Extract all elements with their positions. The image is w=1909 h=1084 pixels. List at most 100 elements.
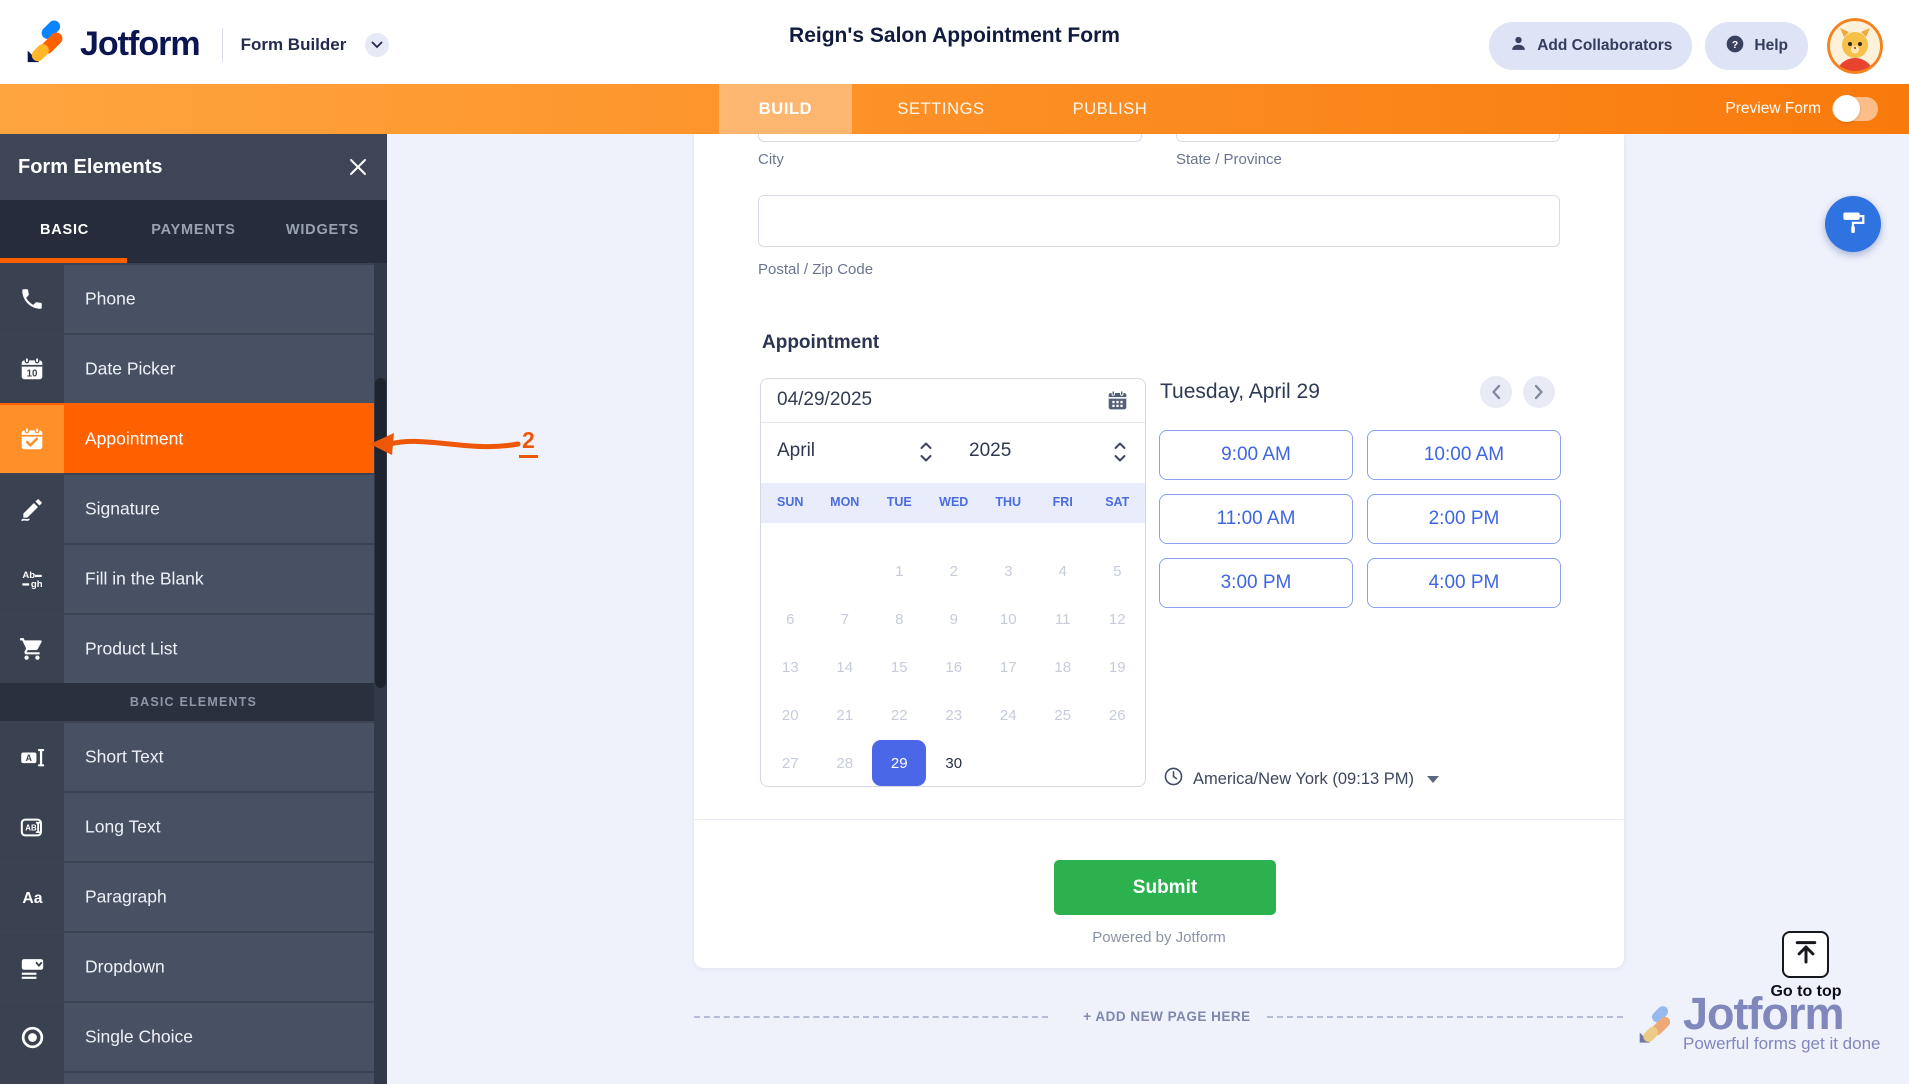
short-text-icon: A <box>0 723 64 791</box>
sidebar-item-signature[interactable]: Signature <box>0 473 387 543</box>
clock-icon <box>1163 766 1184 792</box>
app-switcher-chevron-icon[interactable] <box>365 32 390 57</box>
basic-elements-section-label: BASIC ELEMENTS <box>0 683 387 721</box>
annotation-step-number: 2 <box>519 427 538 458</box>
header-actions: Add Collaborators ? Help <box>1489 18 1883 74</box>
time-slot-11-00-am[interactable]: 11:00 AM <box>1159 494 1353 544</box>
add-collaborators-label: Add Collaborators <box>1537 37 1673 54</box>
year-stepper-icon[interactable] <box>1113 439 1127 470</box>
empty-day-cell <box>981 739 1036 787</box>
day-cell-17: 17 <box>999 658 1017 676</box>
jotform-watermark: Jotform Powerful forms get it done <box>1633 988 1880 1054</box>
weekday-label: THU <box>995 495 1022 509</box>
sidebar-item-long-text[interactable]: AB Long Text <box>0 791 387 861</box>
day-cell-29-selected[interactable]: 29 <box>872 739 927 787</box>
sidebar-item-single-choice[interactable]: Single Choice <box>0 1001 387 1071</box>
day-cell-3: 3 <box>1004 562 1013 580</box>
city-label: City <box>758 151 784 168</box>
active-tab-underline <box>0 258 127 263</box>
svg-text:Aa: Aa <box>22 890 42 907</box>
app-name[interactable]: Form Builder <box>240 34 347 54</box>
sidebar-tab-payments[interactable]: PAYMENTS <box>151 222 236 238</box>
prev-day-button[interactable] <box>1480 376 1512 408</box>
year-select[interactable]: 2025 <box>969 440 1012 461</box>
sidebar-item-product-list[interactable]: Product List <box>0 613 387 683</box>
time-slot-9-00-am[interactable]: 9:00 AM <box>1159 430 1353 480</box>
preview-form-toggle[interactable] <box>1832 95 1878 122</box>
time-slot-2-00-pm[interactable]: 2:00 PM <box>1367 494 1561 544</box>
sidebar-item-partial[interactable] <box>0 1071 387 1084</box>
svg-text:Ab: Ab <box>22 569 35 580</box>
time-slot-4-00-pm[interactable]: 4:00 PM <box>1367 558 1561 608</box>
add-page-dash-left <box>694 1016 1048 1018</box>
sidebar-tab-basic[interactable]: BASIC <box>39 222 90 238</box>
sidebar-item-fill-in-the-blank[interactable]: Ab gh Fill in the Blank <box>0 543 387 613</box>
add-collaborators-button[interactable]: Add Collaborators <box>1489 22 1693 70</box>
day-cell-30[interactable]: 30 <box>945 754 963 772</box>
jotform-brand[interactable]: Jotform Form Builder <box>20 18 390 71</box>
go-to-top-button[interactable] <box>1782 931 1829 978</box>
time-slot-3-00-pm[interactable]: 3:00 PM <box>1159 558 1353 608</box>
month-stepper-icon[interactable] <box>919 439 933 470</box>
appointment-heading: Appointment <box>762 332 880 353</box>
sidebar-item-phone[interactable]: Phone <box>0 263 387 333</box>
sidebar-item-short-text[interactable]: A Short Text <box>0 721 387 791</box>
day-cell-22: 22 <box>890 706 908 724</box>
paint-roller-icon <box>1840 208 1867 240</box>
postal-label: Postal / Zip Code <box>758 261 874 278</box>
state-input[interactable] <box>1176 134 1560 142</box>
scrollbar-thumb[interactable] <box>375 378 386 688</box>
go-to-top-label: Go to top <box>1770 983 1842 1000</box>
add-new-page-button[interactable]: + ADD NEW PAGE HERE <box>1083 1009 1251 1024</box>
day-cell-21: 21 <box>836 706 854 724</box>
nav-tab-settings[interactable]: SETTINGS <box>897 100 985 118</box>
sidebar-item-date-picker[interactable]: 10 Date Picker <box>0 333 387 403</box>
calendar-icon[interactable] <box>1106 389 1129 417</box>
empty-day-cell <box>1090 739 1145 787</box>
preview-form-control: Preview Form <box>1725 84 1878 134</box>
day-cell-16: 16 <box>945 658 963 676</box>
sidebar-item-label: Appointment <box>85 428 184 449</box>
sidebar-item-dropdown[interactable]: Dropdown <box>0 931 387 1001</box>
nav-tab-publish[interactable]: PUBLISH <box>1072 100 1148 118</box>
powered-by-label: Powered by Jotform <box>1092 929 1226 946</box>
city-input[interactable] <box>758 134 1142 142</box>
next-day-button[interactable] <box>1523 376 1555 408</box>
month-year-row: April 2025 <box>761 423 1145 483</box>
sidebar-item-paragraph[interactable]: Aa Paragraph <box>0 861 387 931</box>
day-cell-4: 4 <box>1058 562 1067 580</box>
add-page-dash-right <box>1267 1016 1623 1018</box>
nav-tab-build[interactable]: BUILD <box>719 84 852 134</box>
weekday-label: FRI <box>1052 495 1073 509</box>
month-select[interactable]: April <box>777 440 816 461</box>
sidebar-tab-widgets[interactable]: WIDGETS <box>285 222 360 238</box>
day-cell-25: 25 <box>1054 706 1072 724</box>
form-canvas: City State / Province Postal / Zip Code … <box>387 134 1909 1084</box>
close-icon[interactable] <box>347 156 369 178</box>
postal-input[interactable] <box>758 195 1560 247</box>
sidebar-scrollbar[interactable] <box>374 263 387 1084</box>
sidebar-item-label: Date Picker <box>85 358 176 379</box>
dropdown-icon <box>0 933 64 1001</box>
timezone-select[interactable]: America/New York (09:13 PM) <box>1163 766 1440 792</box>
day-cell-6: 6 <box>786 610 795 628</box>
date-value[interactable]: 04/29/2025 <box>777 389 873 410</box>
help-button[interactable]: ? Help <box>1705 22 1808 70</box>
submit-button[interactable]: Submit <box>1054 860 1276 915</box>
element-icon <box>0 1073 64 1084</box>
user-avatar[interactable] <box>1827 18 1883 74</box>
header-divider <box>221 27 223 62</box>
builder-nav-tabs: BUILD SETTINGS PUBLISH <box>719 84 1190 134</box>
form-designer-button[interactable] <box>1825 196 1881 252</box>
element-list: Phone 10 Date Picker Appointment Signature Ab… <box>0 263 387 1084</box>
sidebar-item-label: Phone <box>85 288 136 309</box>
watermark-wordmark: Jotform <box>1683 988 1845 1039</box>
day-cell-20: 20 <box>781 706 799 724</box>
day-cell-13: 13 <box>781 658 799 676</box>
sidebar-item-appointment[interactable]: Appointment <box>0 403 387 473</box>
date-input-row[interactable]: 04/29/2025 <box>761 379 1145 423</box>
time-slot-10-00-am[interactable]: 10:00 AM <box>1367 430 1561 480</box>
form-title[interactable]: Reign's Salon Appointment Form <box>789 24 1120 47</box>
single-choice-icon <box>0 1003 64 1071</box>
element-category-tabs: BASIC PAYMENTS WIDGETS <box>0 200 387 263</box>
